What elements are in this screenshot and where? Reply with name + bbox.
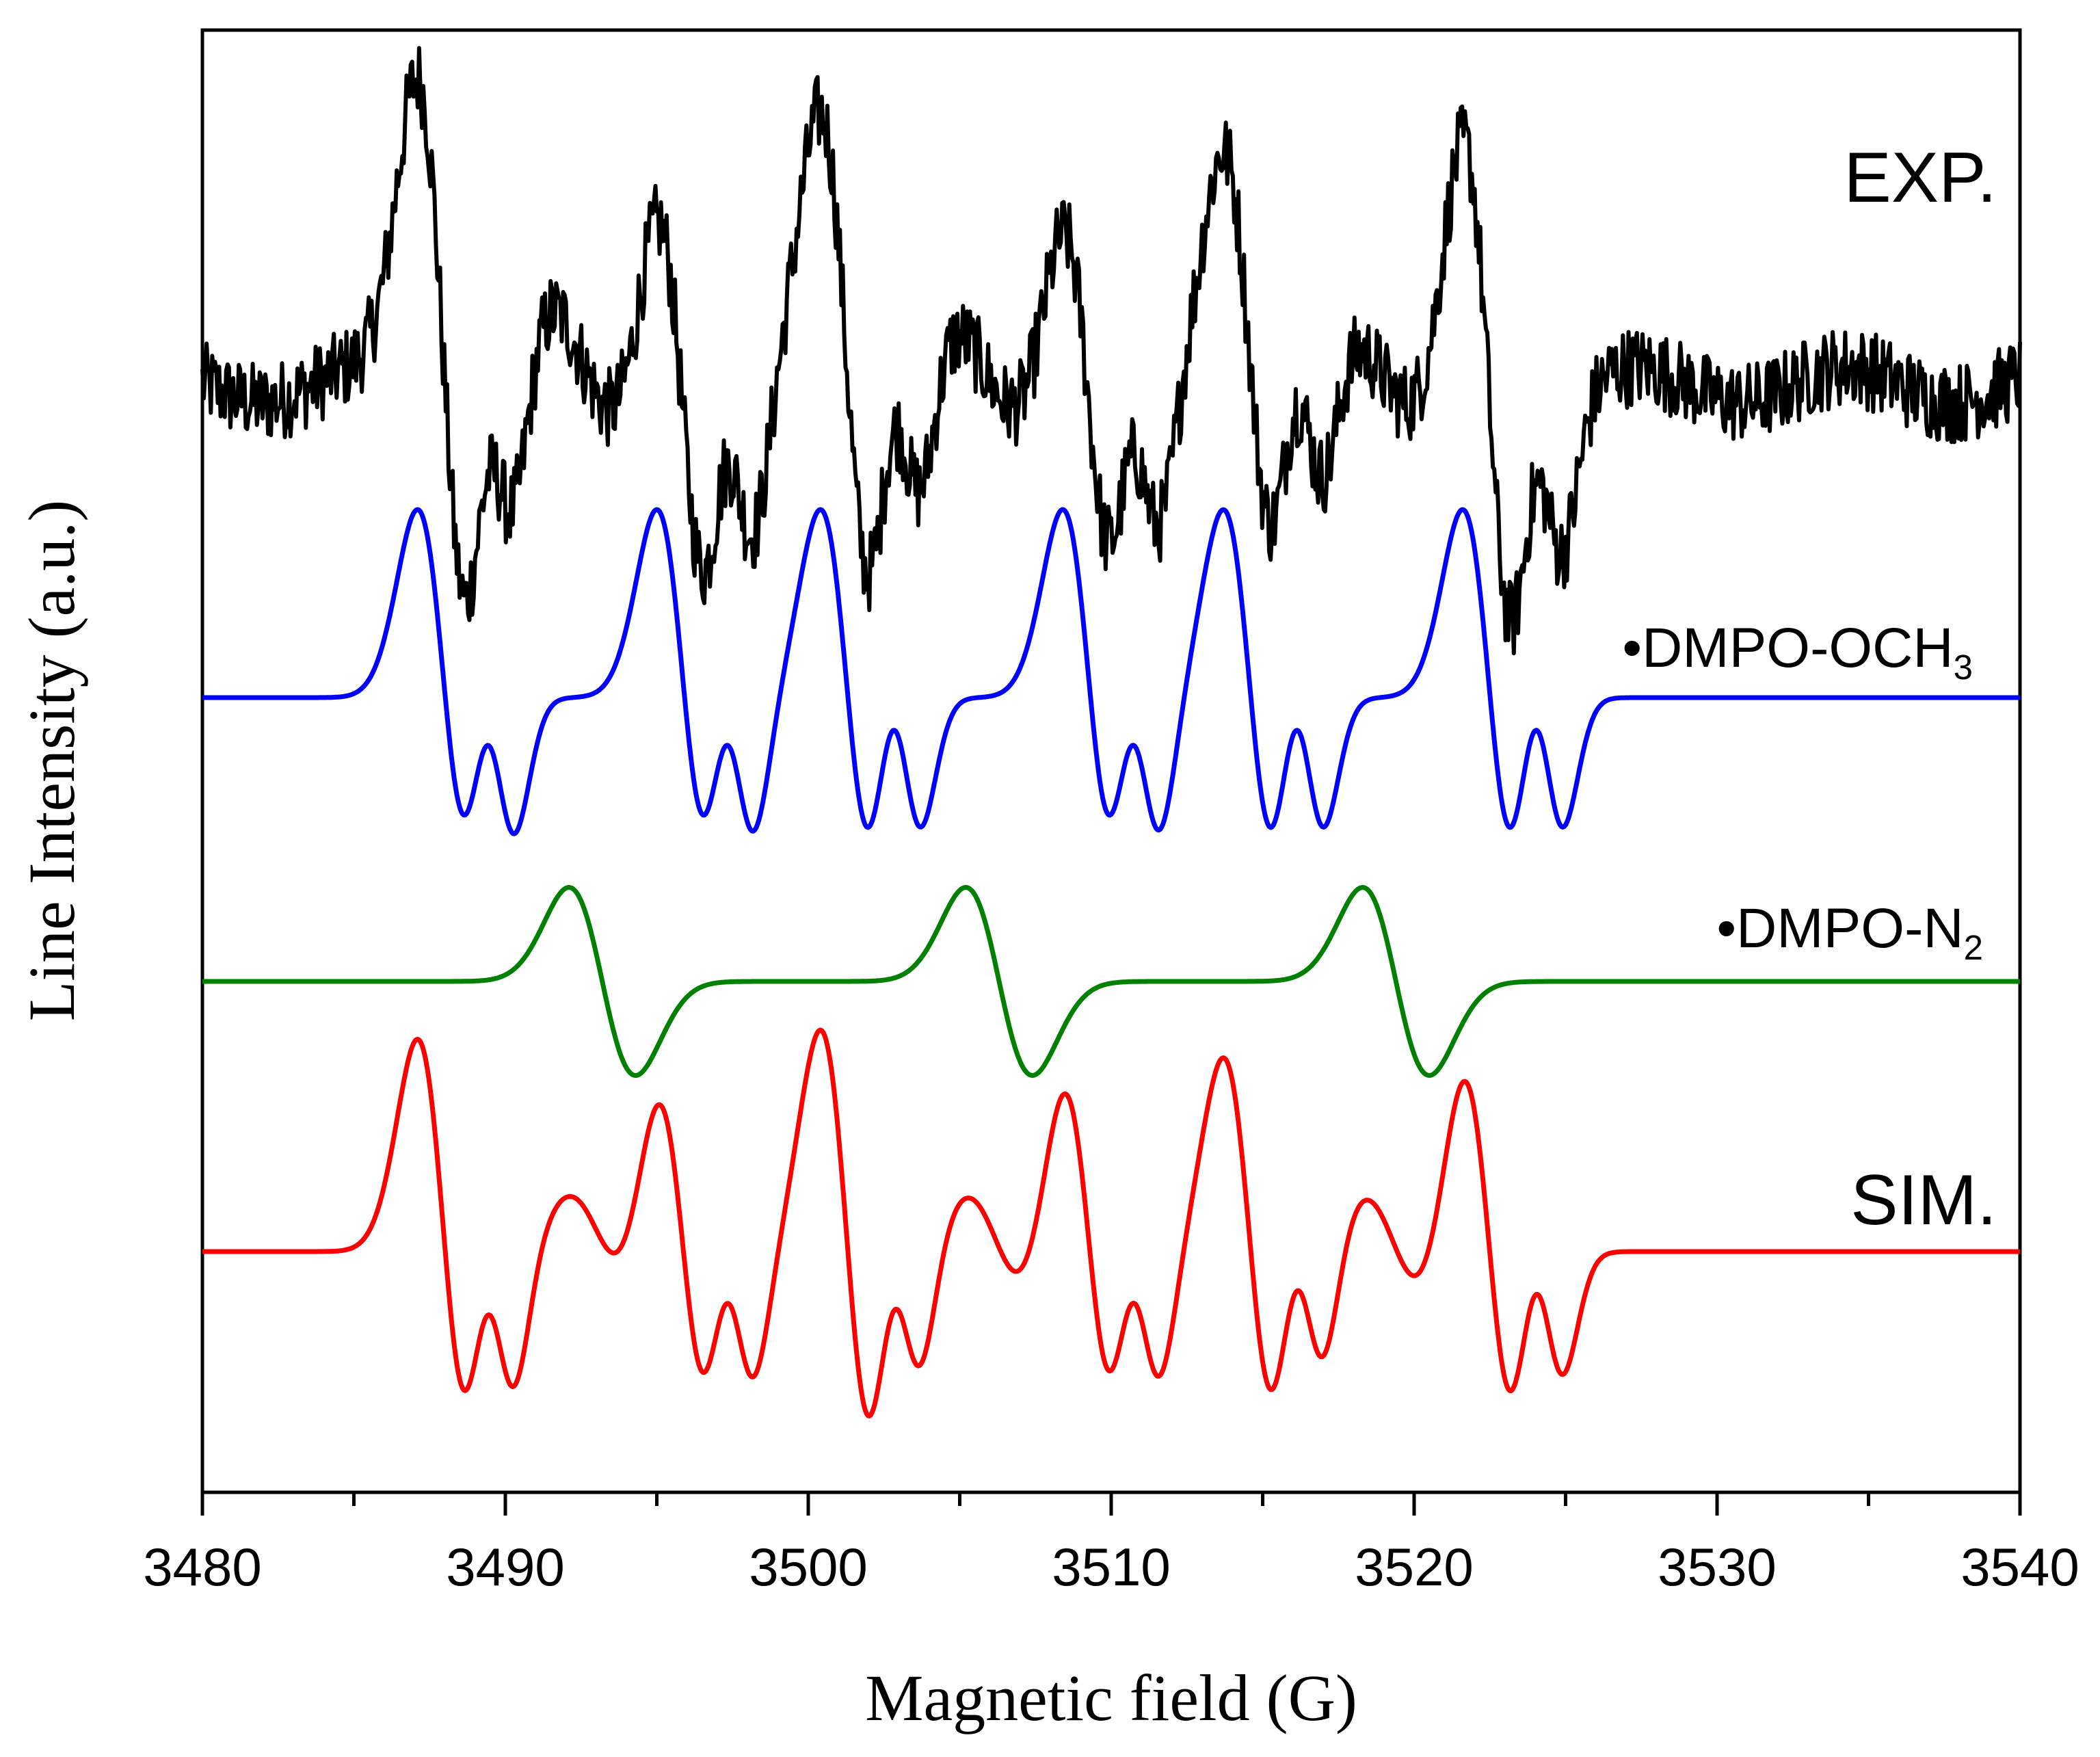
series-label-2: •DMPO-N2 [1716,897,1983,967]
plot-frame [200,28,2022,1494]
x-axis-title: Magnetic field (G) [865,1661,1357,1734]
y-axis-title: Line Intensity (a.u.) [15,500,88,1021]
series-line-2 [201,885,2021,1078]
series-name: EXP. [1844,138,1997,217]
series-label-1: •DMPO-OCH3 [1622,617,1973,687]
svg-text:•DMPO-N2: •DMPO-N2 [1716,897,1983,967]
x-tick-label: 3540 [1961,1537,2079,1597]
radical-bullet: • [1622,617,1642,679]
x-axis-ticks: 3480 3490 3500 3510 3520 3530 3540 [143,1492,2079,1597]
series-name: DMPO-OCH [1642,617,1954,679]
svg-text:SIM.: SIM. [1850,1161,1997,1240]
series-layer [200,46,2022,1418]
series-line-3 [201,1027,2021,1418]
x-tick-label: 3510 [1052,1537,1171,1597]
series-line-0 [200,46,2022,656]
x-tick-label: 3490 [446,1537,565,1597]
svg-text:•DMPO-OCH3: •DMPO-OCH3 [1622,617,1973,687]
svg-text:EXP.: EXP. [1844,138,1997,217]
series-name: SIM. [1850,1161,1997,1240]
series-subscript: 2 [1964,928,1983,967]
x-tick-label: 3480 [143,1537,262,1597]
series-subscript: 3 [1954,648,1973,687]
x-tick-label: 3500 [749,1537,868,1597]
series-label-3: SIM. [1850,1161,1997,1240]
series-label-0: EXP. [1844,138,1997,217]
x-tick-label: 3520 [1355,1537,1474,1597]
radical-bullet: • [1716,897,1736,960]
series-name: DMPO-N [1736,897,1964,960]
series-line-1 [201,507,2021,836]
x-tick-label: 3530 [1658,1537,1777,1597]
